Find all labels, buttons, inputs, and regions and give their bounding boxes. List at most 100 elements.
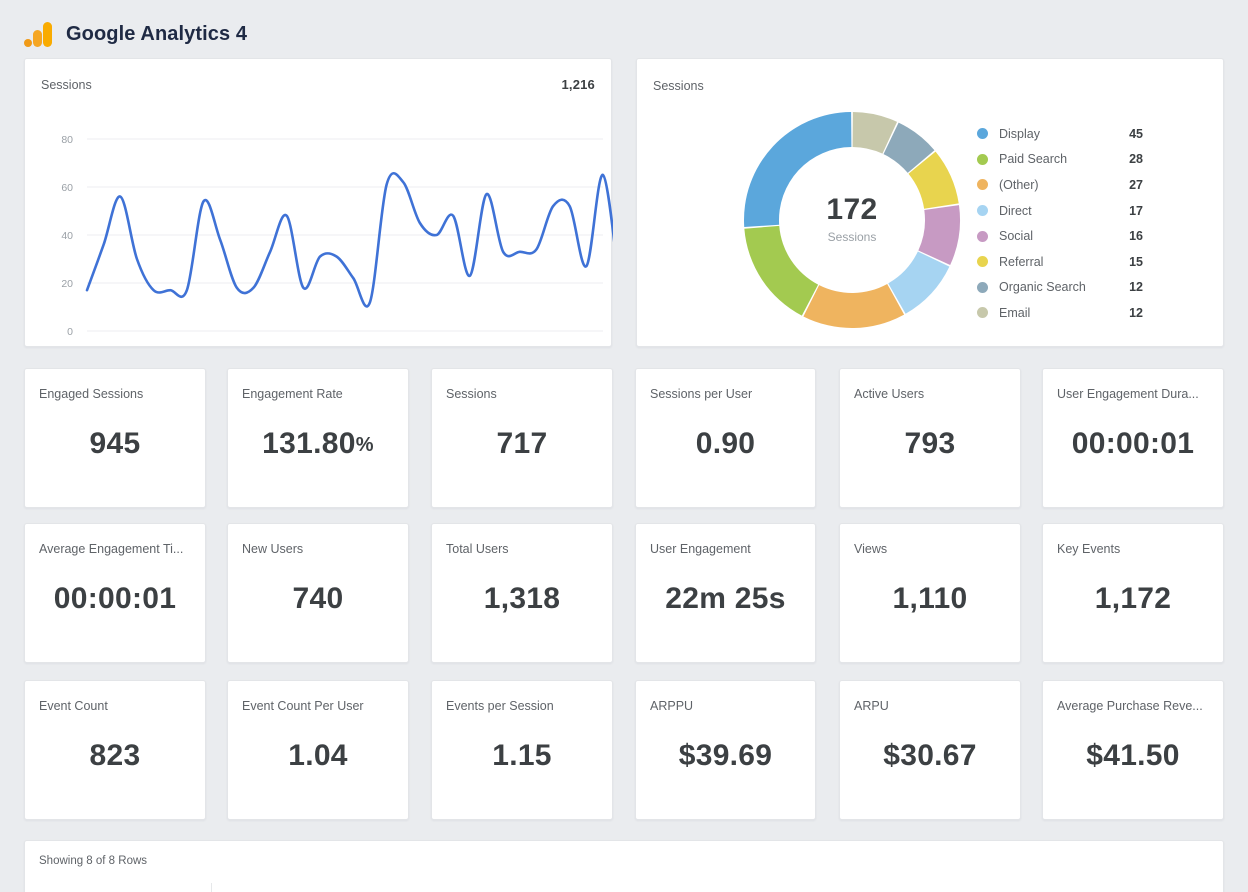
donut-segment[interactable]: [744, 225, 819, 316]
kpi-title: User Engagement Dura...: [1057, 387, 1199, 401]
svg-text:80: 80: [61, 134, 73, 146]
kpi-value: 0.90: [695, 427, 756, 460]
kpi-card[interactable]: User Engagement Dura... 00:00:01: [1042, 368, 1224, 508]
svg-text:0: 0: [67, 326, 73, 338]
kpi-value: 717: [496, 427, 548, 460]
kpi-card[interactable]: Sessions per User 0.90: [635, 368, 816, 508]
donut-segment[interactable]: [918, 205, 960, 266]
legend-color-dot-icon: [977, 205, 988, 217]
donut-segment[interactable]: [803, 283, 905, 328]
legend-label: Paid Search: [999, 152, 1068, 167]
kpi-value: 945: [89, 427, 141, 460]
kpi-value: 1.04: [288, 739, 348, 772]
legend-row[interactable]: (Other) 27: [977, 172, 1143, 198]
legend-value: 16: [1129, 229, 1143, 244]
legend-color-dot-icon: [977, 256, 988, 268]
donut-segment[interactable]: [883, 122, 935, 173]
legend-color-dot-icon: [977, 307, 988, 319]
kpi-title: Event Count: [39, 699, 108, 713]
kpi-title: Events per Session: [446, 699, 554, 713]
kpi-value: 1,172: [1094, 582, 1172, 615]
kpi-card[interactable]: ARPPU $39.69: [635, 680, 816, 820]
kpi-card[interactable]: Engaged Sessions 945: [24, 368, 206, 508]
line-chart-title: Sessions: [41, 78, 92, 92]
kpi-card[interactable]: Event Count 823: [24, 680, 206, 820]
kpi-card[interactable]: Average Engagement Ti... 00:00:01: [24, 523, 206, 663]
kpi-title: Average Purchase Reve...: [1057, 699, 1203, 713]
legend-row[interactable]: Direct 17: [977, 198, 1143, 224]
kpi-value: $30.67: [883, 739, 977, 772]
svg-text:20: 20: [61, 278, 73, 290]
kpi-card[interactable]: Active Users 793: [839, 368, 1021, 508]
kpi-title: ARPPU: [650, 699, 694, 713]
donut-segment[interactable]: [852, 112, 898, 154]
legend-label: Direct: [999, 203, 1032, 218]
kpi-value: 1,110: [892, 582, 968, 615]
kpi-card[interactable]: Average Purchase Reve... $41.50: [1042, 680, 1224, 820]
legend-value: 27: [1129, 177, 1143, 192]
legend-row[interactable]: Organic Search 12: [977, 275, 1143, 301]
kpi-card[interactable]: Events per Session 1.15: [431, 680, 613, 820]
legend-row[interactable]: Paid Search 28: [977, 147, 1143, 173]
kpi-title: Sessions: [446, 387, 497, 401]
legend-row[interactable]: Social 16: [977, 223, 1143, 249]
legend-row[interactable]: Display 45: [977, 121, 1143, 147]
line-chart-header: Sessions 1,216: [41, 77, 595, 92]
kpi-value: 131.80%: [228, 427, 408, 461]
legend-label: Display: [999, 126, 1040, 141]
kpi-card[interactable]: Engagement Rate 131.80%: [227, 368, 409, 508]
donut-legend: Display 45 Paid Search 28 (Other) 27 Direct 17 S…: [977, 121, 1143, 326]
legend-value: 15: [1129, 254, 1143, 269]
legend-label: Referral: [999, 254, 1044, 269]
legend-label: Organic Search: [999, 280, 1086, 295]
legend-label: (Other): [999, 177, 1039, 192]
kpi-title: ARPU: [854, 699, 889, 713]
kpi-value: 823: [89, 739, 141, 772]
legend-value: 17: [1129, 203, 1143, 218]
kpi-value: $41.50: [1086, 739, 1180, 772]
kpi-value: 1,318: [483, 582, 561, 615]
kpi-value: 22m 25s: [665, 582, 786, 615]
kpi-card[interactable]: Total Users 1,318: [431, 523, 613, 663]
kpi-card[interactable]: ARPU $30.67: [839, 680, 1021, 820]
rows-count-label: Showing 8 of 8 Rows: [39, 855, 148, 867]
kpi-value: 1.15: [492, 739, 552, 772]
kpi-title: Total Users: [446, 542, 509, 556]
svg-text:40: 40: [61, 230, 73, 242]
kpi-title: New Users: [242, 542, 304, 556]
kpi-title: Views: [854, 542, 888, 556]
sessions-donut-chart-card: Sessions 172 Sessions Display 45 Paid Sear…: [636, 58, 1224, 347]
donut-center-label: Sessions: [827, 230, 877, 244]
kpi-card[interactable]: User Engagement 22m 25s: [635, 523, 816, 663]
kpi-value-number: 131.80: [262, 427, 356, 460]
kpi-value: $39.69: [678, 739, 773, 772]
legend-row[interactable]: Email 12: [977, 300, 1143, 326]
legend-color-dot-icon: [977, 179, 988, 191]
legend-value: 28: [1129, 152, 1143, 167]
data-table-card: Showing 8 of 8 Rows: [24, 840, 1224, 892]
donut-chart-header: Sessions: [653, 77, 704, 95]
legend-row[interactable]: Referral 15: [977, 249, 1143, 275]
kpi-card[interactable]: Sessions 717: [431, 368, 613, 508]
kpi-value: 793: [904, 427, 956, 460]
donut-center-value: 172: [826, 193, 878, 226]
kpi-card[interactable]: New Users 740: [227, 523, 409, 663]
legend-color-dot-icon: [977, 281, 988, 293]
page-title: Google Analytics 4: [66, 22, 248, 45]
donut-chart-title: Sessions: [653, 79, 704, 93]
kpi-value: 00:00:01: [1071, 427, 1195, 460]
donut-segment[interactable]: [744, 112, 852, 228]
donut-chart[interactable]: 172 Sessions: [737, 105, 967, 335]
kpi-card[interactable]: Views 1,110: [839, 523, 1021, 663]
donut-segment[interactable]: [908, 151, 959, 209]
legend-label: Social: [999, 229, 1034, 244]
sessions-line-chart[interactable]: 0204060807 Jul14 Jul21 Jul28 Jul: [25, 99, 613, 348]
donut-segment[interactable]: [888, 251, 950, 314]
kpi-card[interactable]: Key Events 1,172: [1042, 523, 1224, 663]
legend-color-dot-icon: [977, 230, 988, 242]
legend-value: 12: [1129, 305, 1143, 320]
kpi-card[interactable]: Event Count Per User 1.04: [227, 680, 409, 820]
legend-value: 45: [1129, 126, 1143, 141]
kpi-title: Event Count Per User: [242, 699, 364, 713]
kpi-title: Active Users: [854, 387, 925, 401]
